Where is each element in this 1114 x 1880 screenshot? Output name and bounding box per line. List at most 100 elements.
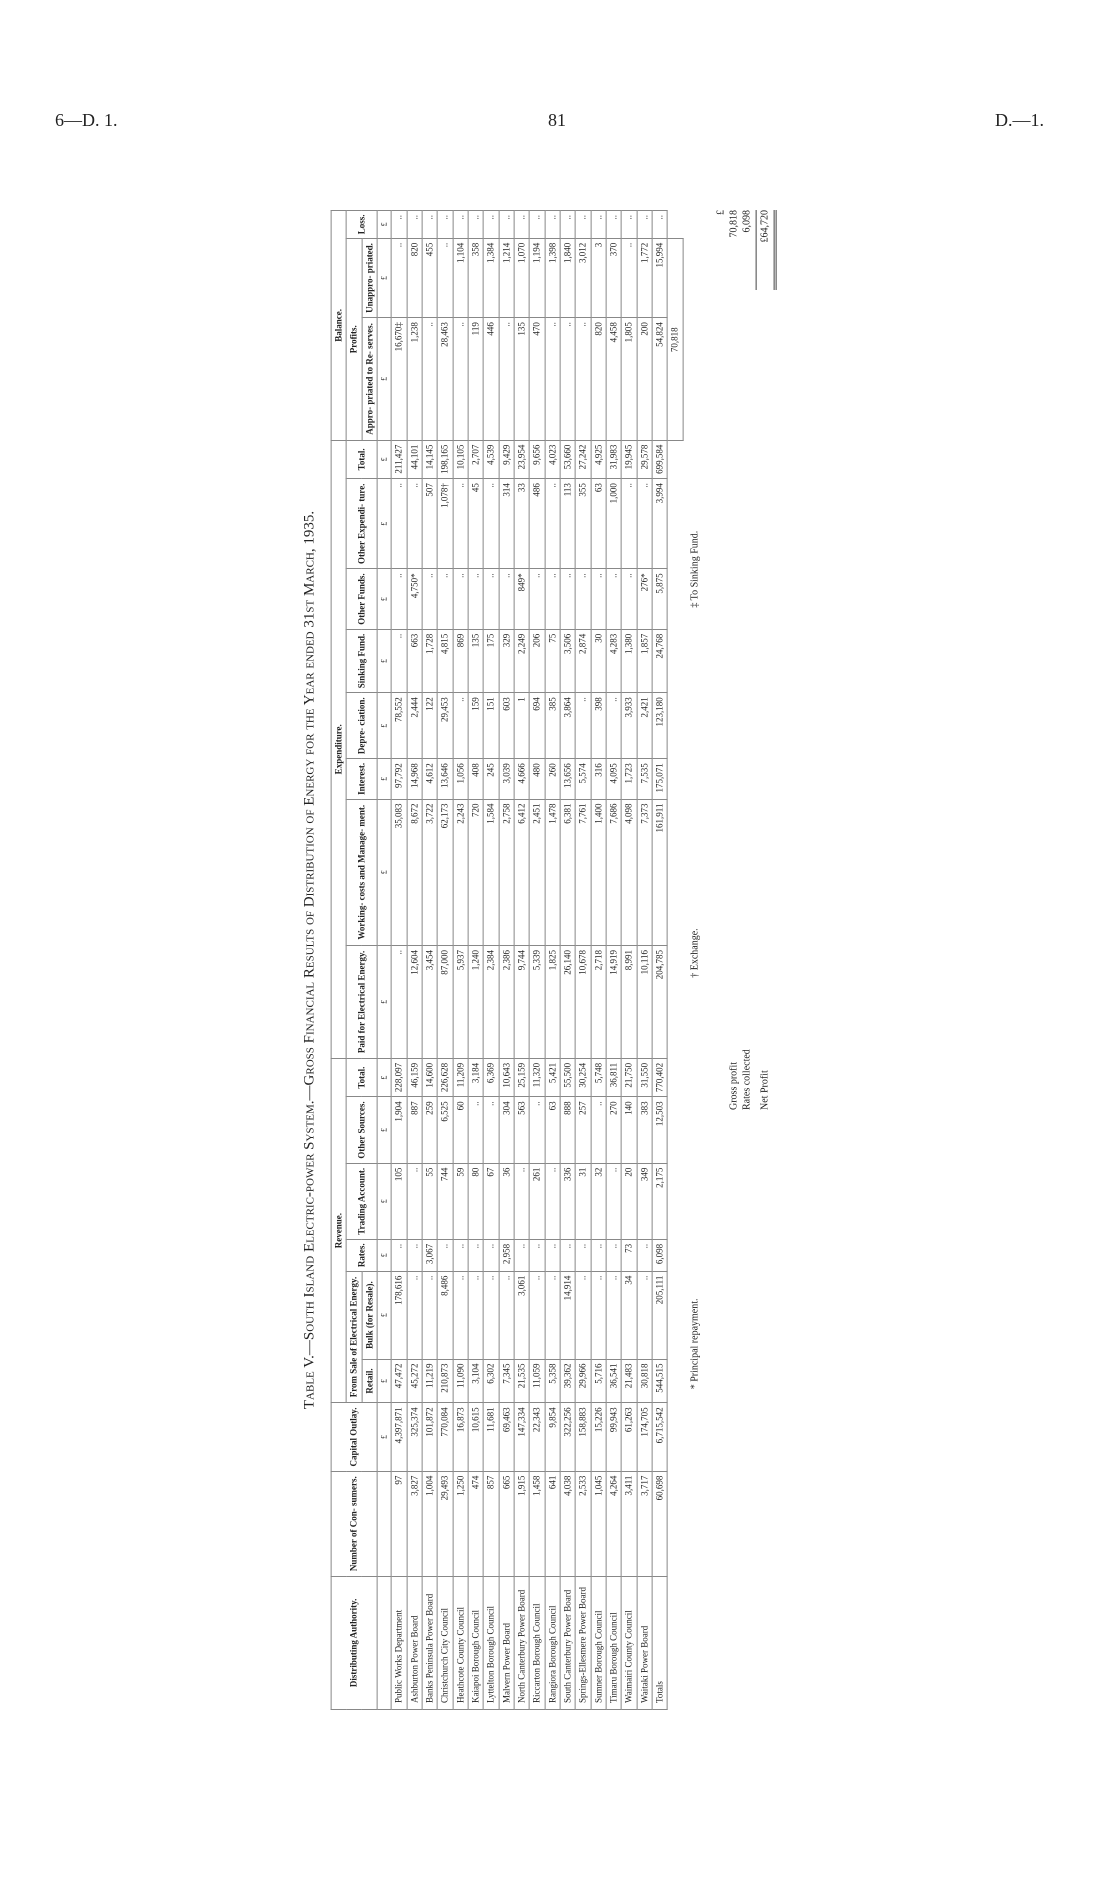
data-cell: 1,194 bbox=[529, 238, 544, 317]
data-cell: 1,078† bbox=[437, 479, 452, 569]
data-cell: 27,242 bbox=[575, 440, 590, 478]
data-cell: 486 bbox=[529, 479, 544, 569]
data-cell: .. bbox=[622, 238, 637, 317]
data-cell: .. bbox=[453, 318, 468, 440]
data-cell: 4,038 bbox=[560, 1471, 575, 1576]
data-cell: 75 bbox=[545, 629, 560, 693]
data-cell: 28,463 bbox=[437, 318, 452, 440]
data-cell: 820 bbox=[407, 238, 422, 317]
totals-cell: 24,768 bbox=[652, 629, 667, 693]
rates-collected-label: Rates collected bbox=[741, 1049, 752, 1110]
data-cell: 147,334 bbox=[514, 1403, 529, 1471]
page-corner-left: 6—D. 1. bbox=[55, 110, 118, 131]
data-cell: 8,672 bbox=[407, 799, 422, 945]
data-cell: 36,811 bbox=[606, 1058, 621, 1096]
data-cell: .. bbox=[468, 569, 483, 629]
table-row: Lyttelton Borough Council85711,6816,302.… bbox=[483, 211, 498, 1710]
data-cell: 9,429 bbox=[499, 440, 514, 478]
data-cell: 97,792 bbox=[391, 759, 406, 799]
data-cell: 11,320 bbox=[529, 1058, 544, 1096]
data-cell: .. bbox=[453, 569, 468, 629]
authority-cell: Ashburton Power Board bbox=[407, 1576, 422, 1709]
net-profit-block: £ Gross profit 70,818 Rates collected 6,… bbox=[714, 210, 776, 1110]
data-cell: 665 bbox=[499, 1471, 514, 1576]
data-cell: .. bbox=[606, 1239, 621, 1271]
table-row: North Canterbury Power Board1,915147,334… bbox=[514, 211, 529, 1710]
data-cell: 383 bbox=[637, 1097, 652, 1163]
data-cell: 6,381 bbox=[560, 799, 575, 945]
data-cell: 29,578 bbox=[637, 440, 652, 478]
data-cell: 1,398 bbox=[545, 238, 560, 317]
data-cell: 1,104 bbox=[453, 238, 468, 317]
data-cell: 3,827 bbox=[407, 1471, 422, 1576]
table-row: Rangiora Borough Council6419,8545,358...… bbox=[545, 211, 560, 1710]
data-cell: .. bbox=[514, 211, 529, 239]
data-cell: 3,039 bbox=[499, 759, 514, 799]
data-cell: 53,660 bbox=[560, 440, 575, 478]
data-cell: 257 bbox=[575, 1097, 590, 1163]
col-rev-total: Total. bbox=[346, 1058, 377, 1096]
totals-cell: 204,785 bbox=[652, 945, 667, 1058]
data-cell: .. bbox=[483, 479, 498, 569]
data-cell: .. bbox=[545, 1271, 560, 1359]
data-cell: 10,105 bbox=[453, 440, 468, 478]
data-cell: 67 bbox=[483, 1163, 498, 1239]
data-cell: 2,249 bbox=[514, 629, 529, 693]
data-cell: 4,925 bbox=[591, 440, 606, 478]
data-cell: 1,904 bbox=[391, 1097, 406, 1163]
authority-cell: Sumner Borough Council bbox=[591, 1576, 606, 1709]
data-cell: 4,458 bbox=[606, 318, 621, 440]
data-cell: 325,374 bbox=[407, 1403, 422, 1471]
data-cell: .. bbox=[560, 569, 575, 629]
data-cell: 11,681 bbox=[483, 1403, 498, 1471]
data-cell: 29,493 bbox=[437, 1471, 452, 1576]
financial-table: Distributing Authority. Number of Con- s… bbox=[331, 210, 684, 1710]
subtotal-row: 70,818 bbox=[668, 211, 683, 1710]
data-cell: 159 bbox=[468, 693, 483, 759]
data-cell: .. bbox=[591, 1271, 606, 1359]
data-cell: 9,656 bbox=[529, 440, 544, 478]
data-cell: 4,098 bbox=[622, 799, 637, 945]
data-cell: 1,240 bbox=[468, 945, 483, 1058]
data-cell: 260 bbox=[545, 759, 560, 799]
data-cell: 6,302 bbox=[483, 1359, 498, 1403]
data-cell: 73 bbox=[622, 1239, 637, 1271]
data-cell: 99,943 bbox=[606, 1403, 621, 1471]
data-cell: 470 bbox=[529, 318, 544, 440]
data-cell: .. bbox=[560, 318, 575, 440]
data-cell: 2,243 bbox=[453, 799, 468, 945]
col-interest: Interest. bbox=[346, 759, 377, 799]
data-cell: 2,444 bbox=[407, 693, 422, 759]
data-cell: 60 bbox=[453, 1097, 468, 1163]
data-cell: 2,421 bbox=[637, 693, 652, 759]
data-cell: 9,854 bbox=[545, 1403, 560, 1471]
data-cell: 11,209 bbox=[453, 1058, 468, 1096]
data-cell: 245 bbox=[483, 759, 498, 799]
data-cell: 10,116 bbox=[637, 945, 652, 1058]
data-cell: 2,758 bbox=[499, 799, 514, 945]
data-cell: .. bbox=[483, 1271, 498, 1359]
data-cell: 857 bbox=[483, 1471, 498, 1576]
authority-cell: Christchurch City Council bbox=[437, 1576, 452, 1709]
col-exp-total: Total. bbox=[346, 440, 377, 478]
data-cell: 9,744 bbox=[514, 945, 529, 1058]
authority-cell: Public Works Department bbox=[391, 1576, 406, 1709]
data-cell: .. bbox=[545, 479, 560, 569]
data-cell: 29,966 bbox=[575, 1359, 590, 1403]
data-cell: .. bbox=[422, 1271, 437, 1359]
data-cell: 31,550 bbox=[637, 1058, 652, 1096]
authority-cell: North Canterbury Power Board bbox=[514, 1576, 529, 1709]
col-expenditure: Expenditure. bbox=[331, 440, 346, 1058]
data-cell: 1,584 bbox=[483, 799, 498, 945]
data-cell: 80 bbox=[468, 1163, 483, 1239]
data-cell: 744 bbox=[437, 1163, 452, 1239]
data-cell: 314 bbox=[499, 479, 514, 569]
data-cell: 151 bbox=[483, 693, 498, 759]
authority-cell: Kaiapoi Borough Council bbox=[468, 1576, 483, 1709]
data-cell: .. bbox=[606, 693, 621, 759]
page-corner-right: D.—1. bbox=[995, 110, 1044, 131]
table-row: Kaiapoi Borough Council47410,6153,104...… bbox=[468, 211, 483, 1710]
data-cell: .. bbox=[591, 211, 606, 239]
totals-cell: 175,071 bbox=[652, 759, 667, 799]
data-cell: 2,958 bbox=[499, 1239, 514, 1271]
